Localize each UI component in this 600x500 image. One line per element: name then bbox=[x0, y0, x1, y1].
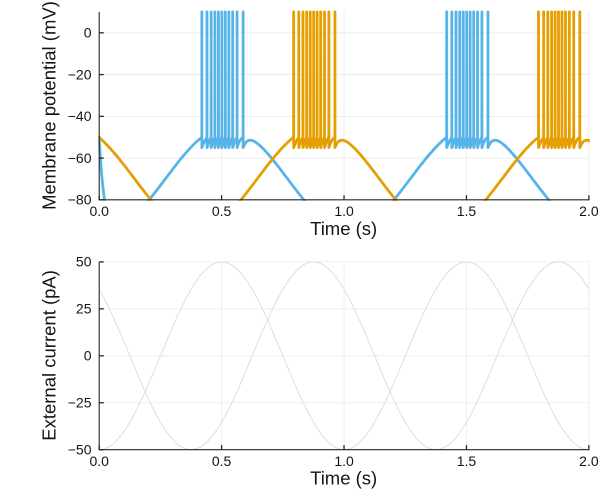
svg-text:−20: −20 bbox=[68, 66, 92, 82]
svg-text:−40: −40 bbox=[68, 108, 92, 124]
svg-text:2.0: 2.0 bbox=[579, 203, 599, 219]
svg-text:0.5: 0.5 bbox=[212, 203, 232, 219]
svg-text:1.5: 1.5 bbox=[457, 203, 477, 219]
svg-text:25: 25 bbox=[76, 301, 92, 317]
svg-text:0: 0 bbox=[84, 25, 92, 41]
svg-text:−25: −25 bbox=[68, 395, 92, 411]
svg-text:0.5: 0.5 bbox=[212, 453, 232, 469]
svg-text:Membrane potential (mV): Membrane potential (mV) bbox=[39, 1, 60, 210]
svg-text:External current (pA): External current (pA) bbox=[39, 270, 60, 441]
svg-text:2.0: 2.0 bbox=[579, 453, 599, 469]
svg-text:Time (s): Time (s) bbox=[310, 218, 377, 239]
svg-text:50: 50 bbox=[76, 254, 92, 270]
svg-text:Time (s): Time (s) bbox=[310, 468, 377, 489]
svg-text:0.0: 0.0 bbox=[89, 203, 109, 219]
svg-text:−60: −60 bbox=[68, 150, 92, 166]
svg-text:1.0: 1.0 bbox=[334, 453, 354, 469]
svg-text:1.0: 1.0 bbox=[334, 203, 354, 219]
svg-text:−50: −50 bbox=[68, 442, 92, 458]
svg-text:0: 0 bbox=[84, 348, 92, 364]
svg-text:0.0: 0.0 bbox=[89, 453, 109, 469]
svg-text:−80: −80 bbox=[68, 192, 92, 208]
svg-text:1.5: 1.5 bbox=[457, 453, 477, 469]
